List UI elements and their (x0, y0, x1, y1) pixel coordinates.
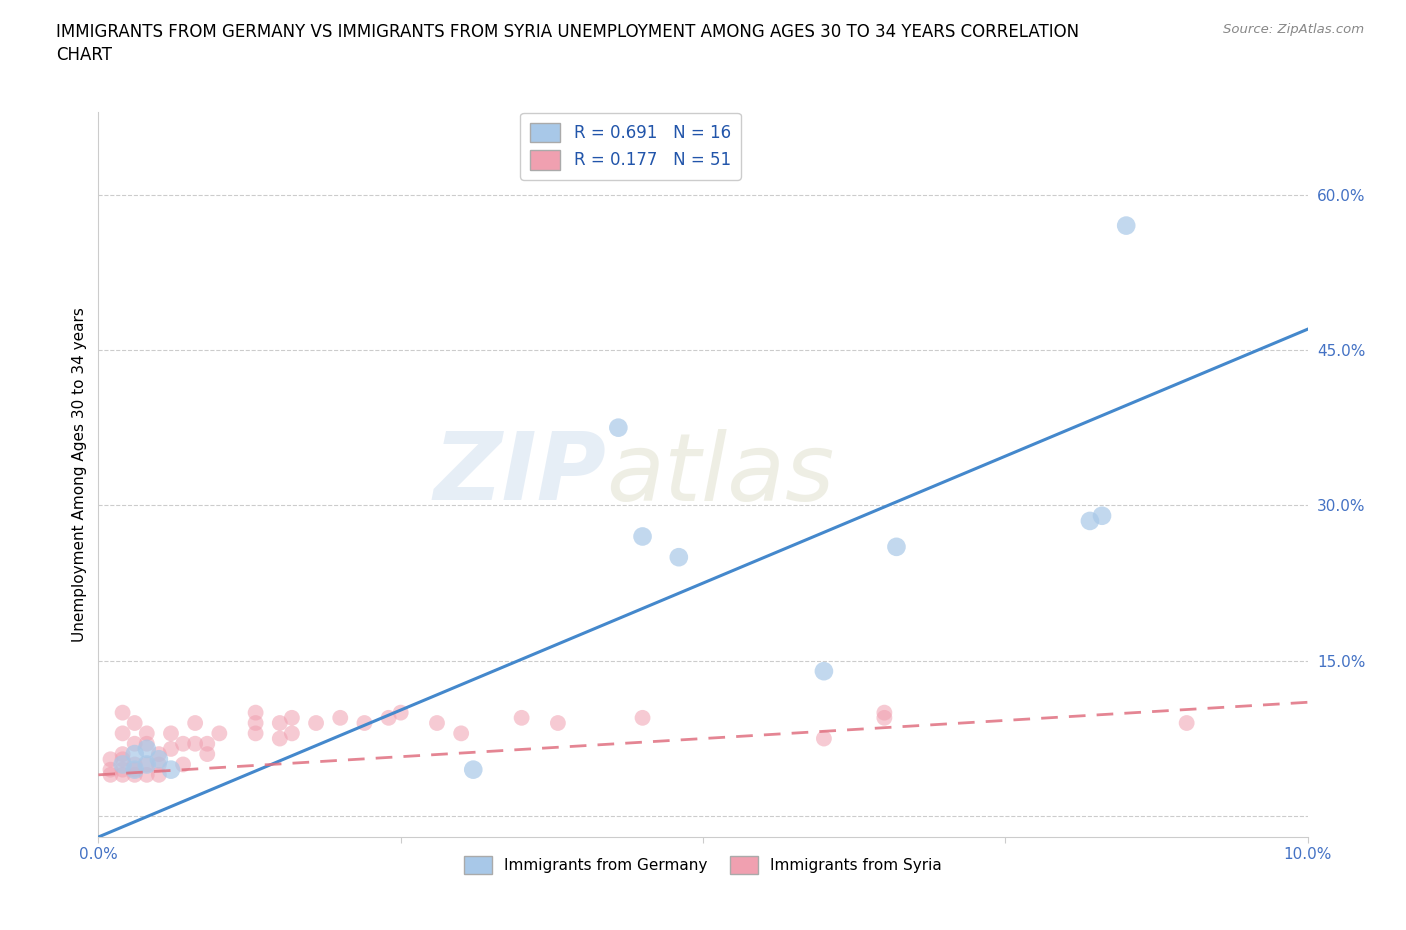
Point (1091, 509, 1114, 524)
Point (100, 763, 122, 777)
Point (160, 763, 183, 777)
Point (873, 705, 896, 720)
Point (269, 715, 291, 730)
Point (813, 664, 835, 679)
Legend: Immigrants from Germany, Immigrants from Syria: Immigrants from Germany, Immigrants from… (458, 850, 948, 880)
Point (172, 737, 194, 751)
Point (135, 757, 157, 772)
Point (172, 757, 194, 772)
Point (1175, 715, 1198, 730)
Point (195, 747, 218, 762)
Point (547, 715, 569, 730)
Point (124, 747, 146, 762)
Point (426, 715, 449, 730)
Y-axis label: Unemployment Among Ages 30 to 34 years: Unemployment Among Ages 30 to 34 years (72, 307, 87, 642)
Point (184, 715, 207, 730)
Point (135, 737, 157, 751)
Point (510, 711, 533, 725)
Point (111, 767, 134, 782)
Point (886, 539, 908, 554)
Point (135, 741, 157, 756)
Point (148, 767, 170, 782)
Point (124, 715, 146, 730)
Text: atlas: atlas (606, 429, 835, 520)
Point (111, 705, 134, 720)
Point (160, 741, 183, 756)
Point (160, 726, 183, 741)
Point (111, 757, 134, 772)
Point (463, 763, 485, 777)
Point (668, 550, 690, 565)
Text: IMMIGRANTS FROM GERMANY VS IMMIGRANTS FROM SYRIA UNEMPLOYMENT AMONG AGES 30 TO 3: IMMIGRANTS FROM GERMANY VS IMMIGRANTS FR… (56, 23, 1080, 41)
Point (245, 715, 267, 730)
Point (329, 711, 352, 725)
Point (124, 767, 146, 782)
Point (269, 731, 291, 746)
Point (1078, 513, 1101, 528)
Point (450, 726, 472, 741)
Point (124, 737, 146, 751)
Point (607, 420, 630, 435)
Point (148, 747, 170, 762)
Point (184, 737, 207, 751)
Point (100, 751, 122, 766)
Point (631, 529, 654, 544)
Point (631, 711, 654, 725)
Text: ZIP: ZIP (433, 429, 606, 520)
Point (148, 751, 170, 766)
Point (377, 711, 399, 725)
Point (208, 726, 231, 741)
Point (148, 757, 170, 772)
Point (245, 705, 267, 720)
Point (135, 757, 157, 772)
Point (124, 763, 146, 777)
Text: Source: ZipAtlas.com: Source: ZipAtlas.com (1223, 23, 1364, 36)
Point (281, 711, 304, 725)
Point (195, 737, 218, 751)
Point (1115, 219, 1137, 233)
Point (135, 726, 157, 741)
Point (111, 747, 134, 762)
Point (124, 757, 146, 772)
Point (245, 726, 267, 741)
Point (281, 726, 304, 741)
Point (813, 731, 835, 746)
Point (100, 767, 122, 782)
Point (353, 715, 375, 730)
Point (111, 763, 134, 777)
Point (135, 767, 157, 782)
Point (305, 715, 328, 730)
Point (111, 726, 134, 741)
Point (389, 705, 412, 720)
Point (111, 751, 134, 766)
Point (124, 763, 146, 777)
Text: CHART: CHART (56, 46, 112, 64)
Point (873, 711, 896, 725)
